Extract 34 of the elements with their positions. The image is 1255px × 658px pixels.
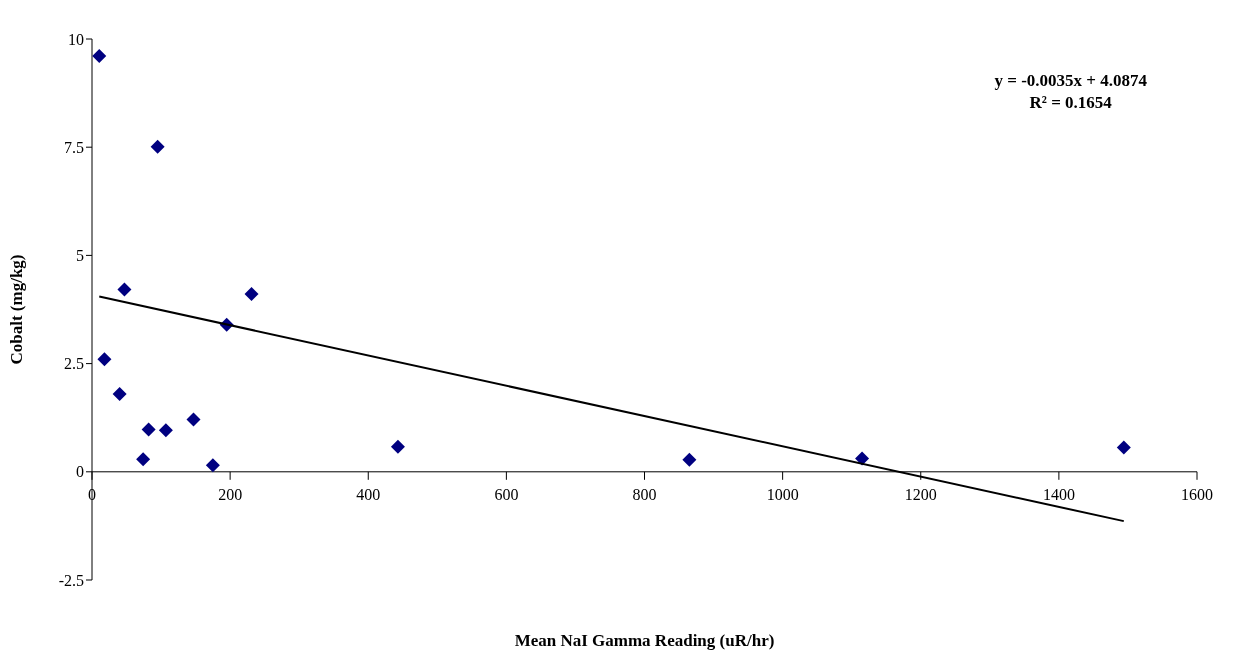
x-tick-label: 1600 xyxy=(1181,485,1213,503)
annotation: y = -0.0035x + 4.0874 xyxy=(994,70,1147,92)
point xyxy=(136,452,151,467)
point xyxy=(112,386,127,401)
point xyxy=(390,439,405,454)
point xyxy=(855,451,870,466)
y-tick-label: 2.5 xyxy=(64,355,84,373)
x-tick-label: 200 xyxy=(218,485,243,503)
x-tick-label: 1400 xyxy=(1042,485,1075,503)
point xyxy=(682,452,697,467)
point xyxy=(1116,440,1131,455)
x-tick-label: 400 xyxy=(356,485,381,503)
point xyxy=(186,412,201,427)
y-tick-label: 10 xyxy=(68,30,84,48)
point xyxy=(244,286,259,301)
x-tick-label: 800 xyxy=(632,485,657,503)
x-tick-label: 600 xyxy=(494,485,519,503)
x-axis-title: Mean NaI Gamma Reading (uR/hr) xyxy=(514,631,775,650)
x-tick-label: 1200 xyxy=(904,485,937,503)
annotation: R² = 0.1654 xyxy=(1028,92,1113,114)
y-tick-label: -2.5 xyxy=(58,571,84,589)
y-tick-label: 7.5 xyxy=(64,138,84,156)
point xyxy=(92,48,107,63)
point xyxy=(117,282,132,297)
y-tick-label: 5 xyxy=(76,247,84,265)
x-tick-label: 1000 xyxy=(766,485,799,503)
y-tick-label: 0 xyxy=(76,463,84,481)
y-axis-title: Cobalt (mg/kg) xyxy=(7,254,27,365)
point xyxy=(141,422,156,437)
point xyxy=(205,458,220,473)
point xyxy=(97,352,112,367)
point xyxy=(158,423,173,438)
x-tick-label: 0 xyxy=(88,485,96,503)
point xyxy=(150,139,165,154)
